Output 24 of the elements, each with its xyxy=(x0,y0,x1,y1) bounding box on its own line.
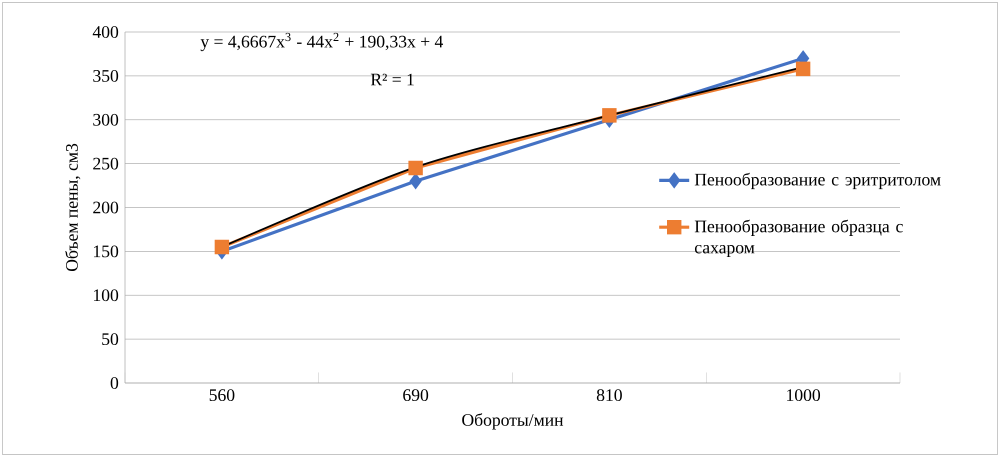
point xyxy=(796,62,810,76)
x-tick-label: 1000 xyxy=(787,389,820,402)
y-tick-label: 50 xyxy=(102,333,118,346)
y-tick-label: 200 xyxy=(93,202,118,214)
legend-label: Пенообразование образца с сахаром xyxy=(694,220,903,258)
y-tick-label: 400 xyxy=(92,26,118,38)
x-tick-label: 560 xyxy=(210,389,234,402)
legend-label: Пенообразование с эритритолом xyxy=(694,172,941,190)
y-tick-label: 150 xyxy=(94,245,118,258)
point xyxy=(410,174,422,188)
x-tick-label: 810 xyxy=(596,389,622,402)
y-axis-title: Объем пены, см3 xyxy=(65,144,80,272)
y-tick-label: 100 xyxy=(94,289,118,302)
annotation: y = 4,6667x$^{3}$ - 44x$^{2}$ + 190,33x + 4 xyxy=(200,32,444,52)
point xyxy=(602,108,617,123)
y-tick-label: 350 xyxy=(93,70,118,82)
x-tick-label: 690 xyxy=(403,389,428,402)
point xyxy=(408,160,423,176)
point xyxy=(214,240,230,254)
y-tick-label: 300 xyxy=(93,114,118,126)
y-tick-label: 0 xyxy=(110,377,118,389)
x-axis-title: Обороты/мин xyxy=(462,413,564,430)
y-tick-label: 250 xyxy=(93,158,118,170)
annotation: R² = 1 xyxy=(370,74,414,86)
